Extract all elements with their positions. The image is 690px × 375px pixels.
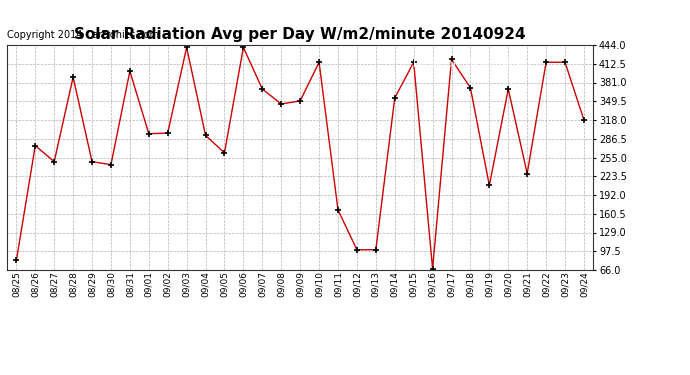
Title: Solar Radiation Avg per Day W/m2/minute 20140924: Solar Radiation Avg per Day W/m2/minute … bbox=[75, 27, 526, 42]
Text: Copyright 2014 Cartronics.com: Copyright 2014 Cartronics.com bbox=[7, 30, 159, 40]
